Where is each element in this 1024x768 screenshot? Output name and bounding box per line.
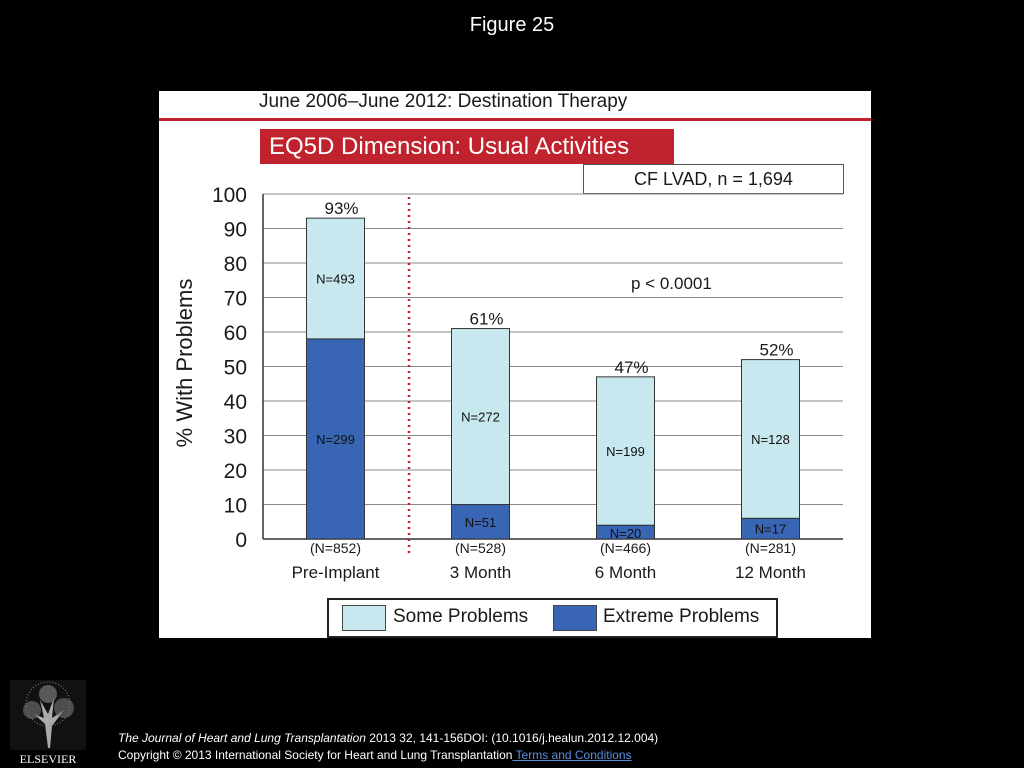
bar-n-label-extreme: N=17 bbox=[755, 522, 786, 537]
y-tick-label: 30 bbox=[224, 426, 247, 449]
bar-some-problems bbox=[741, 359, 800, 519]
y-tick-label: 20 bbox=[224, 460, 247, 483]
y-tick-label: 70 bbox=[224, 288, 247, 311]
y-tick-label: 60 bbox=[224, 322, 247, 345]
bar-some-problems bbox=[596, 376, 655, 526]
bar-total-label: 52% bbox=[759, 341, 793, 360]
bar-chart: 0 10 20 30 40 50 60 70 80 90 100 % With Problems N… bbox=[172, 184, 843, 582]
p-value-label: p < 0.0001 bbox=[631, 274, 712, 293]
bar-n-label-some: N=272 bbox=[461, 410, 500, 425]
x-category-label: 6 Month bbox=[595, 563, 656, 582]
x-category-n-label: (N=852) bbox=[310, 540, 361, 556]
chart-subtitle: EQ5D Dimension: Usual Activities bbox=[260, 129, 674, 164]
bar-some-problems bbox=[306, 217, 365, 340]
bar-n-label-extreme: N=20 bbox=[610, 526, 641, 541]
bar-n-label-extreme: N=51 bbox=[465, 515, 496, 530]
bar-n-label-some: N=493 bbox=[316, 272, 355, 287]
panel-header: June 2006–June 2012: Destination Therapy bbox=[259, 91, 628, 112]
bar-total-label: 61% bbox=[469, 310, 503, 329]
bar-extreme-problems bbox=[451, 504, 510, 540]
y-tick-label: 80 bbox=[224, 253, 247, 276]
terms-link[interactable]: Terms and Conditions bbox=[512, 748, 632, 762]
journal-name: The Journal of Heart and Lung Transplant… bbox=[118, 731, 366, 745]
x-category-n-label: (N=528) bbox=[455, 540, 506, 556]
y-tick-label: 50 bbox=[224, 357, 247, 380]
header-rule bbox=[159, 118, 871, 121]
bar-n-label-extreme: N=299 bbox=[316, 432, 355, 447]
legend: Some Problems Extreme Problems bbox=[327, 598, 778, 638]
bars: N=299 N=493 93% N=51 N=272 61% N=20 N=199 47% N=1… bbox=[306, 199, 800, 541]
y-tick-label: 100 bbox=[212, 184, 247, 207]
citation-footer: The Journal of Heart and Lung Transplant… bbox=[118, 730, 658, 764]
y-tick-label: 90 bbox=[224, 219, 247, 242]
x-category-label: Pre-Implant bbox=[292, 563, 380, 582]
y-tick-label: 0 bbox=[235, 529, 247, 552]
citation-line: The Journal of Heart and Lung Transplant… bbox=[118, 730, 658, 747]
logo-text: ELSEVIER bbox=[20, 752, 77, 766]
bar-total-label: 47% bbox=[614, 358, 648, 377]
copyright-line: Copyright © 2013 International Society f… bbox=[118, 747, 658, 764]
x-category-n-label: (N=281) bbox=[745, 540, 796, 556]
bar-n-label-some: N=199 bbox=[606, 444, 645, 459]
chart-panel: June 2006–June 2012: Destination Therapy… bbox=[159, 91, 871, 638]
x-category-label: 3 Month bbox=[450, 563, 511, 582]
y-axis-label: % With Problems bbox=[172, 279, 197, 448]
y-tick-label: 10 bbox=[224, 495, 247, 518]
bar-extreme-problems bbox=[306, 338, 365, 540]
y-tick-labels: 0 10 20 30 40 50 60 70 80 90 100 bbox=[212, 184, 247, 552]
x-category-label: 12 Month bbox=[735, 563, 806, 582]
elsevier-logo: ELSEVIER bbox=[10, 680, 86, 766]
legend-swatch-some bbox=[342, 605, 386, 631]
x-tick-labels: (N=852) Pre-Implant (N=528) 3 Month (N=466) 6… bbox=[292, 540, 806, 582]
copyright-text: Copyright © 2013 International Society f… bbox=[118, 748, 513, 762]
legend-swatch-extreme bbox=[553, 605, 597, 631]
x-category-n-label: (N=466) bbox=[600, 540, 651, 556]
bar-some-problems bbox=[451, 328, 510, 505]
bar-n-label-some: N=128 bbox=[751, 432, 790, 447]
bar-total-label: 93% bbox=[324, 199, 358, 218]
legend-label-extreme: Extreme Problems bbox=[603, 606, 760, 627]
legend-label-some: Some Problems bbox=[393, 606, 529, 627]
citation-details: 2013 32, 141-156DOI: (10.1016/j.healun.2… bbox=[365, 731, 659, 745]
figure-title: Figure 25 bbox=[469, 14, 555, 36]
y-tick-label: 40 bbox=[224, 391, 247, 414]
